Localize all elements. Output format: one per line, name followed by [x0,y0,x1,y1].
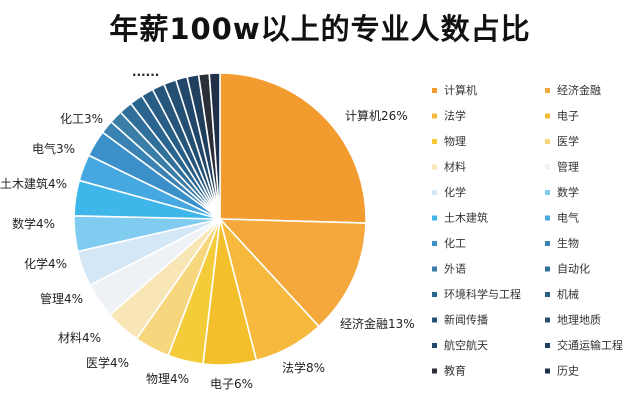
legend-swatch-12 [432,241,437,246]
legend-label-16: 环境科学与工程 [444,287,521,301]
legend-swatch-5 [545,139,550,144]
legend-swatch-4 [432,139,437,144]
pie-slice-0 [219,72,367,224]
slice-label-11: 电气3% [32,141,75,156]
legend-label-12: 化工 [444,236,466,250]
legend-label-14: 外语 [444,263,466,276]
legend-swatch-3 [545,113,550,119]
slice-label-8: 化学4% [24,256,67,271]
legend-label-13: 生物 [557,236,579,250]
legend-label-8: 化学 [444,185,466,199]
slice-label-3: 电子6% [210,377,253,391]
legend-swatch-6 [432,164,437,170]
legend-swatch-0 [432,88,437,93]
legend-swatch-14 [432,266,437,272]
legend-label-9: 数学 [557,185,579,199]
legend-swatch-2 [432,113,437,119]
slice-label-10: 土木建筑4% [0,176,67,191]
legend-swatch-15 [545,266,550,272]
legend-swatch-8 [432,190,437,195]
legend-label-11: 电气 [557,211,579,225]
chart-title: 年薪100w以上的专业人数占比 [109,12,531,46]
slice-label-2: 法学8% [282,360,325,375]
legend-label-15: 自动化 [557,262,590,276]
legend-label-22: 教育 [444,364,466,378]
legend-swatch-19 [545,317,550,323]
legend-label-17: 机械 [557,287,579,301]
pie-slice-23 [208,72,221,220]
legend-label-10: 土木建筑 [444,211,488,225]
legend-label-0: 计算机 [444,83,477,97]
legend-label-5: 医学 [557,134,579,148]
ellipsis-label: ...... [132,65,159,79]
legend-label-23: 历史 [557,365,579,378]
slice-label-1: 经济金融13% [340,316,415,331]
legend-swatch-11 [545,215,550,221]
legend-label-18: 新闻传播 [444,313,488,327]
legend-swatch-10 [432,215,437,221]
legend-label-19: 地理地质 [557,314,601,327]
slice-label-0: 计算机26% [345,108,408,123]
legend-swatch-17 [545,292,550,297]
legend-swatch-16 [432,292,437,297]
legend-swatch-18 [432,317,437,323]
slice-label-7: 管理4% [40,291,83,306]
legend-swatch-7 [545,164,550,170]
legend-label-1: 经济金融 [557,83,601,97]
legend-swatch-21 [545,343,550,348]
legend-swatch-9 [545,190,550,195]
legend-label-7: 管理 [557,160,579,174]
slice-label-6: 材料4% [58,331,101,345]
slice-label-4: 物理4% [146,372,189,386]
pie-slice-1 [218,218,367,328]
legend-swatch-13 [545,241,550,246]
legend-label-21: 交通运输工程 [557,338,623,352]
legend-swatch-20 [432,343,437,348]
slice-label-12: 化工3% [60,112,103,126]
legend-label-4: 物理 [444,134,466,148]
legend-label-2: 法学 [444,109,466,123]
legend-swatch-1 [545,88,550,93]
slice-label-5: 医学4% [86,355,129,370]
legend-label-20: 航空航天 [444,338,488,352]
legend-label-6: 材料 [444,160,466,174]
legend-swatch-23 [545,368,550,374]
slice-label-9: 数学4% [12,216,55,231]
legend-swatch-22 [432,368,437,374]
legend-label-3: 电子 [557,110,579,123]
